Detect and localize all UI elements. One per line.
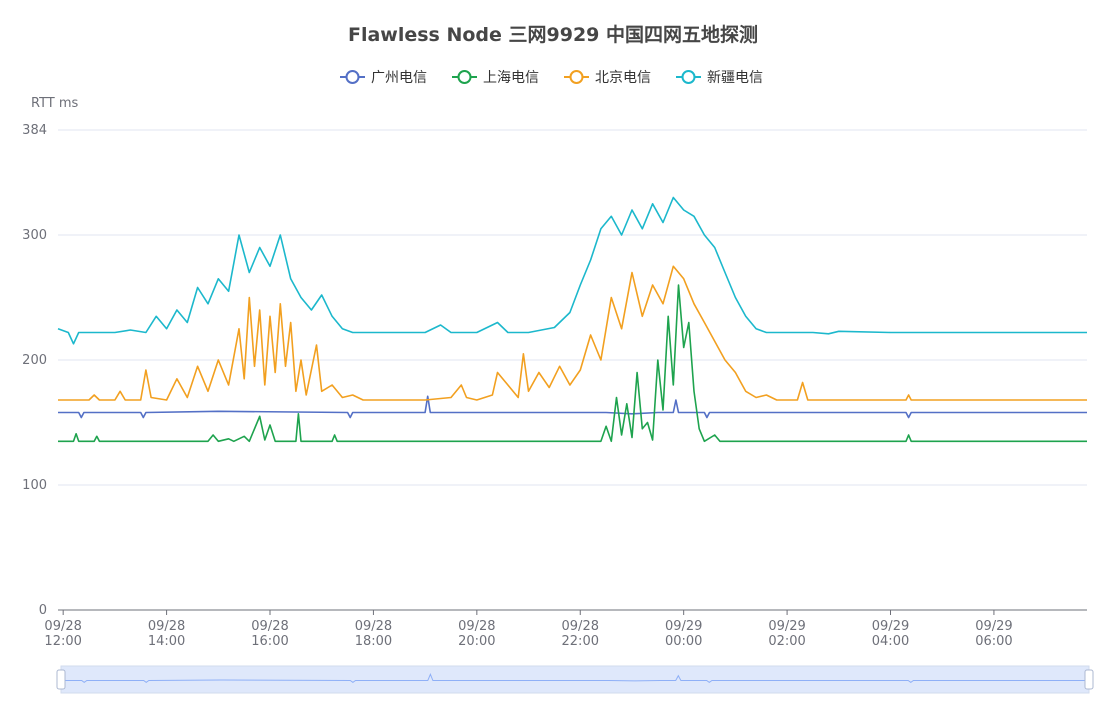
- zoom-track[interactable]: [60, 665, 1090, 694]
- data-zoom-slider[interactable]: [56, 665, 1094, 694]
- legend-marker-icon: [681, 70, 696, 84]
- y-axis-ticks: 0 100 200 300 384: [22, 123, 47, 618]
- x-tick-label: 14:00: [148, 634, 185, 649]
- x-tick-label: 04:00: [872, 634, 909, 649]
- legend-marker-icon: [569, 70, 584, 84]
- series-lines: [57, 196, 1087, 443]
- legend-label: 新疆电信: [707, 70, 763, 86]
- y-tick-label: 300: [22, 228, 47, 243]
- series-line-2: [58, 284, 1087, 443]
- x-tick-label: 22:00: [562, 634, 599, 649]
- x-tick-label: 18:00: [355, 634, 392, 649]
- legend-item-2[interactable]: 上海电信: [452, 70, 539, 86]
- x-tick-label: 02:00: [768, 634, 805, 649]
- legend-marker-icon: [345, 70, 360, 84]
- legend[interactable]: 广州电信 上海电信 北京电信 新疆电信: [340, 70, 763, 86]
- grid-lines: [58, 129, 1087, 486]
- chart-title: Flawless Node 三网9929 中国四网五地探测: [348, 23, 758, 46]
- x-tick-label: 09/28: [355, 619, 392, 634]
- x-tick-label: 00:00: [665, 634, 702, 649]
- x-tick-label: 20:00: [458, 634, 495, 649]
- legend-item-1[interactable]: 广州电信: [340, 70, 427, 86]
- series-line-1: [58, 395, 1087, 419]
- y-tick-label: 200: [22, 353, 47, 368]
- x-axis: 09/2812:0009/2814:0009/2816:0009/2818:00…: [44, 609, 1087, 649]
- x-tick-label: 09/29: [768, 619, 805, 634]
- x-tick-label: 16:00: [251, 634, 288, 649]
- x-tick-label: 09/29: [872, 619, 909, 634]
- zoom-handle-right[interactable]: [1084, 669, 1094, 690]
- y-tick-label: 384: [22, 123, 47, 138]
- x-tick-label: 09/29: [665, 619, 702, 634]
- zoom-handle-left[interactable]: [56, 669, 66, 690]
- x-tick-label: 09/28: [458, 619, 495, 634]
- x-tick-label: 09/28: [251, 619, 288, 634]
- legend-item-4[interactable]: 新疆电信: [676, 70, 763, 86]
- zoom-preview-line: [61, 672, 1089, 684]
- series-line-3: [58, 265, 1087, 401]
- y-axis-name: RTT ms: [31, 96, 79, 111]
- x-tick-label: 09/28: [148, 619, 185, 634]
- x-tick-label: 09/28: [44, 619, 81, 634]
- x-tick-label: 09/28: [562, 619, 599, 634]
- legend-marker-icon: [457, 70, 472, 84]
- legend-label: 广州电信: [371, 70, 427, 86]
- legend-label: 北京电信: [595, 70, 651, 86]
- series-line-4: [57, 196, 1087, 345]
- y-tick-label: 100: [22, 478, 47, 493]
- legend-item-3[interactable]: 北京电信: [564, 70, 651, 86]
- x-tick-label: 09/29: [975, 619, 1012, 634]
- x-tick-label: 06:00: [975, 634, 1012, 649]
- legend-label: 上海电信: [483, 70, 539, 86]
- x-tick-label: 12:00: [44, 634, 81, 649]
- y-tick-label: 0: [39, 603, 47, 618]
